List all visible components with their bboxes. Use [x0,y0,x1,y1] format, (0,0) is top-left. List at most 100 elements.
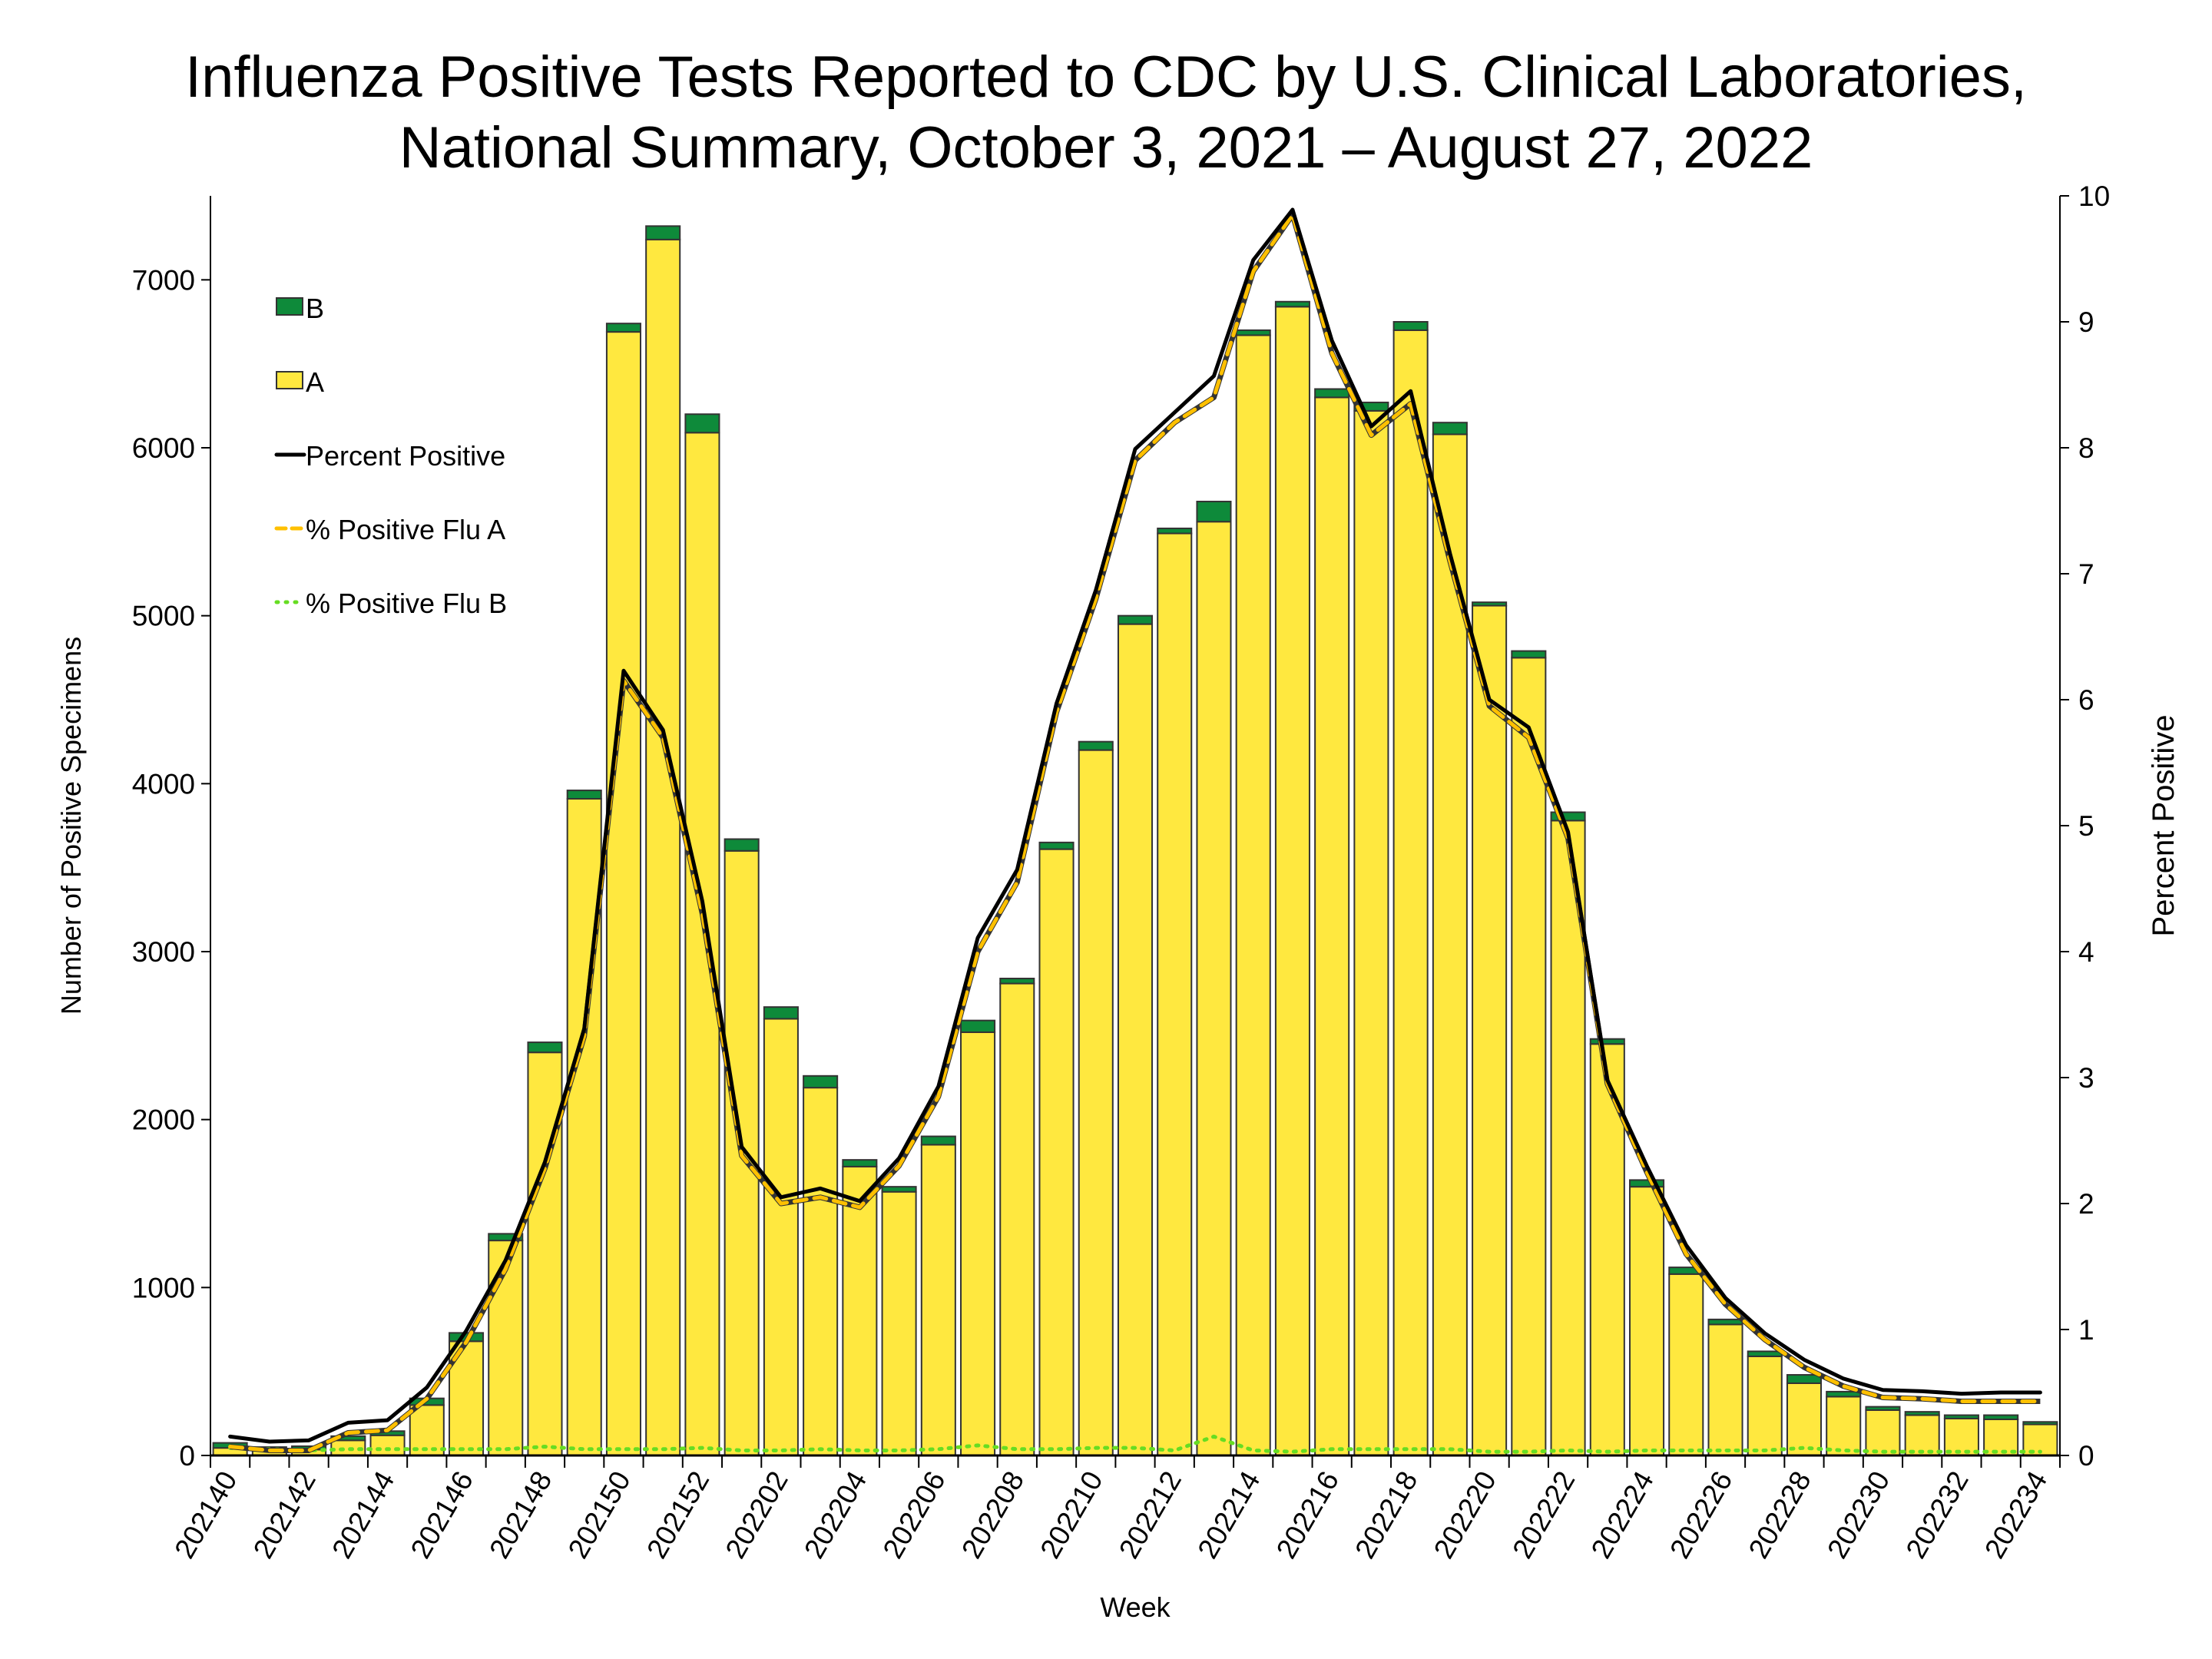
x-tick-label: 202148 [483,1466,558,1564]
y-tick-label: 6000 [132,432,195,464]
bar-a-202214 [1235,334,1271,1457]
legend-item: % Positive Flu B [274,588,507,619]
bar-a-202231 [1904,1414,1940,1457]
bar-a-202211 [1117,623,1154,1456]
x-tick-label: 202220 [1428,1466,1502,1564]
bar-a-202222 [1550,820,1586,1456]
x-tick-label: 202228 [1743,1466,1817,1564]
bar-a-202220 [1472,604,1508,1457]
bar-b-202152 [684,413,720,434]
bar-b-202218 [1392,321,1429,331]
bar-a-202207 [960,1031,996,1456]
y-axis-label: Number of Positive Specimens [55,637,87,1015]
y2-tick-label: 0 [2078,1440,2094,1472]
legend-label: A [306,366,324,398]
bar-b-202210 [1078,740,1114,751]
bar-a-202206 [920,1144,956,1456]
y2-tick-label: 9 [2078,306,2094,338]
bar-a-202213 [1196,521,1232,1456]
bar-b-202202 [763,1006,799,1020]
bar-a-202227 [1747,1355,1783,1457]
y2-tick-label: 5 [2078,810,2094,842]
x-tick-label: 202142 [247,1466,322,1564]
chart-title-line1: Influenza Positive Tests Reported to CDC… [185,45,2027,110]
x-tick-label: 202206 [877,1466,952,1564]
y-tick-label: 1000 [132,1272,195,1303]
y2-tick-label: 8 [2078,432,2094,464]
bar-a-202217 [1353,409,1389,1456]
bar-b-202223 [1589,1038,1625,1045]
x-tick-label: 202146 [405,1466,479,1564]
x-tick-label: 202224 [1585,1466,1660,1564]
bar-b-202222 [1550,811,1586,822]
bar-a-202147 [488,1240,524,1457]
bar-b-202204 [842,1159,878,1167]
bar-b-202221 [1511,650,1547,659]
x-tick-label: 202214 [1191,1466,1266,1564]
x-tick-label: 202234 [1979,1466,2053,1564]
bar-a-202229 [1826,1396,1862,1457]
bar-a-202226 [1707,1323,1743,1456]
bar-b-202215 [1274,300,1310,308]
bar-b-202213 [1196,500,1232,523]
line-positive-flu-b [228,1434,2042,1454]
x-tick-label: 202144 [326,1466,400,1564]
line-positive-flu-a [228,213,2042,1452]
bar-a-202215 [1274,306,1310,1457]
bar-b-202203 [803,1075,839,1089]
x-axis-label: Week [1100,1591,1171,1623]
y2-axis-label: Percent Positive [2147,714,2181,936]
bar-a-202149 [566,798,602,1456]
bar-b-202230 [1865,1406,1901,1411]
bar-b-202148 [527,1041,563,1054]
y-tick-label: 2000 [132,1104,195,1136]
bar-a-202150 [605,331,641,1456]
x-tick-label: 202232 [1900,1466,1975,1564]
y2-tick-label: 7 [2078,558,2094,590]
bar-b-202216 [1314,388,1350,399]
legend-item: B [276,293,324,324]
x-tick-label: 202216 [1270,1466,1345,1564]
x-tick-label: 202140 [168,1466,243,1564]
y2-tick-label: 1 [2078,1314,2094,1346]
line-percent-positive [228,207,2042,1444]
bar-b-202234 [2022,1421,2058,1426]
x-tick-label: 202204 [798,1466,873,1564]
bar-a-202225 [1668,1273,1704,1456]
x-tick-label: 202152 [641,1466,715,1564]
bar-b-202232 [1943,1414,1979,1419]
bar-a-202212 [1157,532,1193,1456]
bar-b-202226 [1707,1318,1743,1326]
bar-b-202149 [566,790,602,800]
y2-tick-label: 3 [2078,1062,2094,1094]
bar-b-202228 [1786,1374,1823,1384]
bar-b-202212 [1157,527,1193,535]
chart-title: Influenza Positive Tests Reported to CDC… [0,42,2212,184]
x-tick-label: 202210 [1034,1466,1108,1564]
x-tick-label: 202150 [562,1466,637,1564]
bar-a-202219 [1432,433,1468,1456]
y-tick-label: 5000 [132,601,195,632]
legend-swatch [276,371,303,389]
bar-b-202205 [881,1186,917,1193]
bar-b-202211 [1117,614,1154,625]
legend-item: Percent Positive [274,440,505,472]
bar-b-202214 [1235,329,1271,336]
y2-tick-label: 2 [2078,1188,2094,1220]
x-tick-label: 202222 [1506,1466,1581,1564]
bar-b-202229 [1826,1390,1862,1398]
chart-title-line2: National Summary, October 3, 2021 – Augu… [399,115,1813,180]
bar-a-202144 [369,1434,406,1457]
y2-tick-label: 6 [2078,684,2094,716]
bar-b-202151 [645,225,681,240]
y-tick-label: 7000 [132,264,195,296]
bar-a-202151 [645,238,681,1456]
y-tick-label: 4000 [132,768,195,800]
bar-a-202224 [1629,1186,1665,1456]
bar-b-202227 [1747,1350,1783,1357]
bar-b-202201 [724,838,760,852]
bar-b-202220 [1472,601,1508,607]
y2-tick-label: 4 [2078,936,2094,968]
legend-swatch [276,297,303,316]
bar-b-202206 [920,1135,956,1146]
